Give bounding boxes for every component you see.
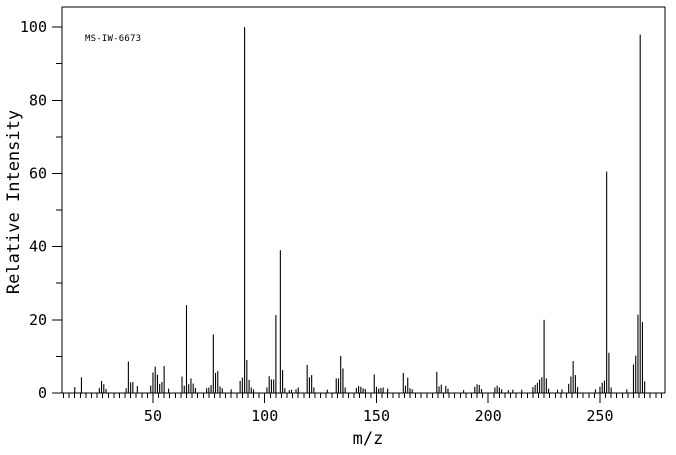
y-axis-title: Relative Intensity bbox=[4, 109, 24, 295]
x-tick-label: 150 bbox=[363, 407, 390, 425]
spectrum-id-label: MS-IW-6673 bbox=[85, 34, 142, 44]
spectrum-peaks bbox=[74, 27, 646, 393]
y-tick-label: 80 bbox=[29, 91, 47, 109]
x-axis-title: m/z bbox=[352, 429, 384, 449]
plot-frame bbox=[61, 6, 666, 394]
y-tick-label: 20 bbox=[29, 311, 47, 329]
y-tick-label: 60 bbox=[29, 164, 47, 182]
x-tick-label: 50 bbox=[144, 407, 162, 425]
y-tick-label: 40 bbox=[29, 238, 47, 256]
x-tick-label: 200 bbox=[475, 407, 502, 425]
axis-ticks bbox=[52, 26, 662, 403]
y-tick-label: 0 bbox=[38, 384, 47, 402]
y-tick-label: 100 bbox=[20, 18, 47, 36]
x-tick-label: 100 bbox=[251, 407, 278, 425]
axis-tick-labels: 0 20 40 60 80 100 50 100 150 200 250 bbox=[20, 18, 614, 425]
x-tick-label: 250 bbox=[586, 407, 613, 425]
